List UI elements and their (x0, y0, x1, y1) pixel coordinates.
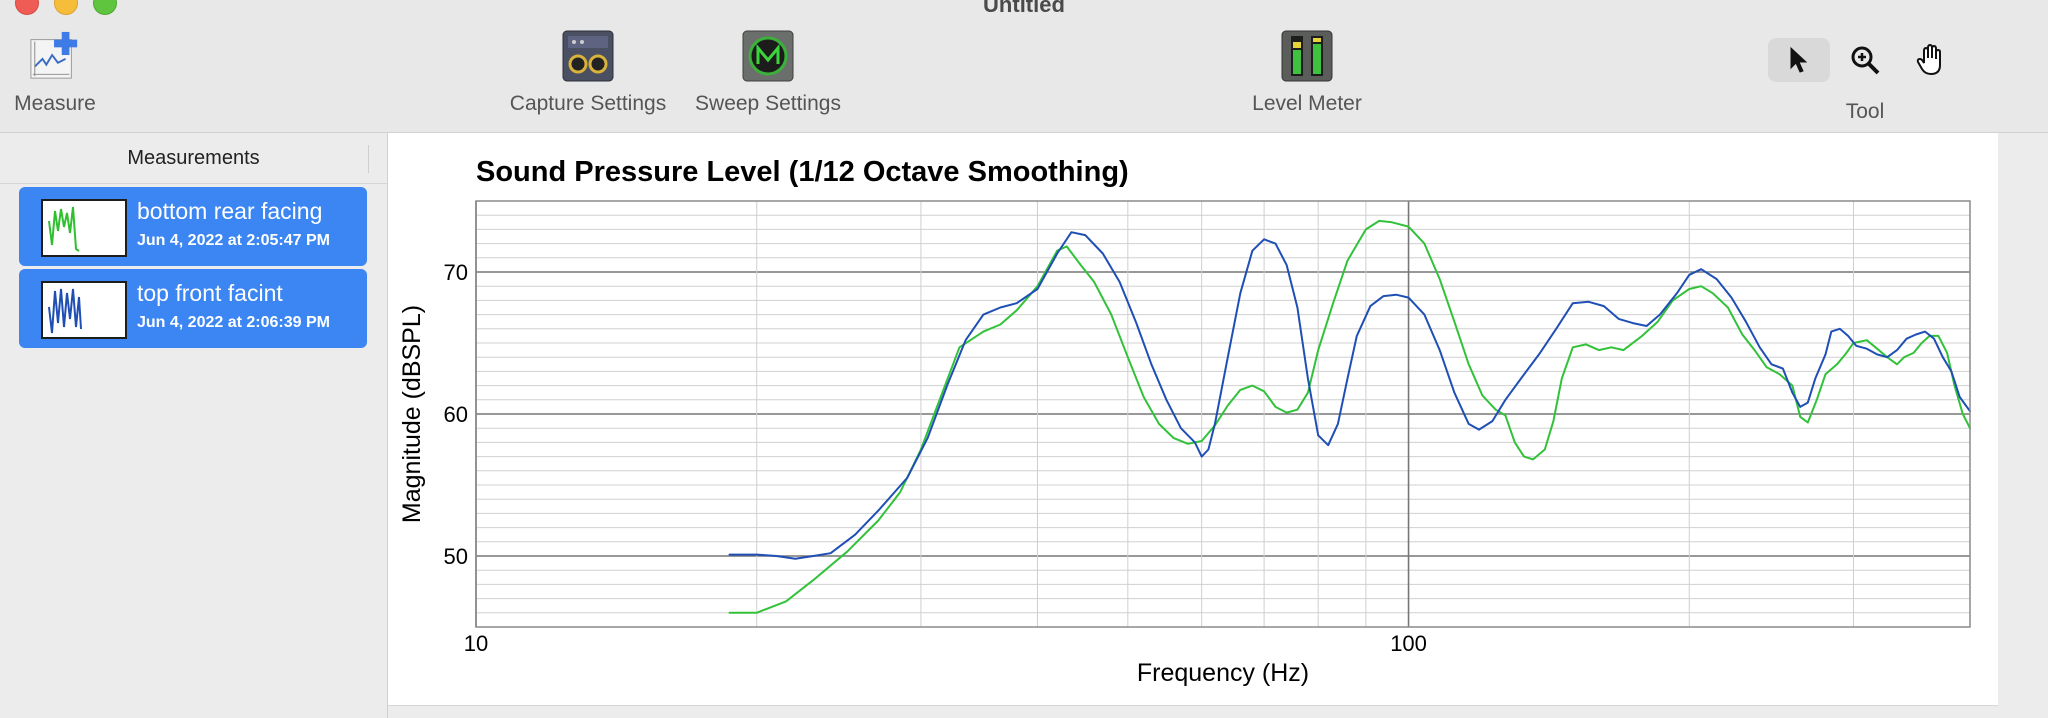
x-tick-label: 100 (1390, 631, 1427, 656)
hand-icon (1916, 43, 1941, 76)
hand-tool-button[interactable] (1900, 38, 1962, 82)
spl-chart[interactable]: Sound Pressure Level (1/12 Octave Smooth… (388, 133, 1998, 705)
series-lines (728, 219, 1971, 614)
chart-panel: Sound Pressure Level (1/12 Octave Smooth… (388, 133, 1998, 706)
series-line-0 (728, 219, 1971, 614)
toolbar: Untitled Measure Capture Set (0, 0, 2048, 133)
measure-plus-icon (29, 30, 81, 82)
level-meter-label: Level Meter (1252, 92, 1362, 115)
tick-labels: 50 60 70 10 100 (444, 260, 1427, 656)
measurements-sidebar: Measurements bottom rear facing Jun 4, 2… (0, 133, 388, 718)
measurement-thumbnail (41, 199, 127, 257)
measurements-header-label: Measurements (127, 147, 260, 169)
measurement-item-top-front[interactable]: top front facint Jun 4, 2022 at 2:06:39 … (19, 269, 367, 348)
y-tick-label: 70 (444, 260, 468, 285)
level-meter-icon (1281, 30, 1333, 82)
tool-label: Tool (1845, 100, 1885, 123)
measure-label: Measure (14, 92, 96, 115)
x-axis-label: Frequency (Hz) (1137, 659, 1309, 687)
header-separator (368, 145, 369, 173)
pointer-arrow-icon (1790, 46, 1808, 73)
measurements-header[interactable]: Measurements (0, 133, 387, 184)
sweep-settings-icon (742, 30, 794, 82)
series-line-1 (728, 231, 1971, 560)
measure-button[interactable]: Measure (6, 30, 104, 116)
plot-frame (475, 200, 1971, 628)
measurement-thumbnail (41, 281, 127, 339)
measurement-date: Jun 4, 2022 at 2:06:39 PM (137, 314, 330, 331)
measurement-date: Jun 4, 2022 at 2:05:47 PM (137, 232, 330, 249)
tool-segmented-control (1768, 38, 1962, 82)
measurement-item-bottom-rear[interactable]: bottom rear facing Jun 4, 2022 at 2:05:4… (19, 187, 367, 266)
x-tick-label: 10 (464, 631, 488, 656)
zoom-tool-button[interactable] (1834, 38, 1896, 82)
pointer-tool-button[interactable] (1768, 38, 1830, 82)
measurement-name: bottom rear facing (137, 198, 323, 224)
window-title: Untitled (983, 0, 1065, 17)
capture-settings-button[interactable]: Capture Settings (500, 30, 676, 116)
level-meter-button[interactable]: Level Meter (1245, 30, 1369, 116)
chart-title: Sound Pressure Level (1/12 Octave Smooth… (476, 156, 1129, 188)
capture-settings-label: Capture Settings (509, 92, 667, 115)
magnifier-plus-icon (1851, 46, 1880, 75)
capture-settings-icon (562, 30, 614, 82)
y-tick-label: 50 (444, 544, 468, 569)
y-axis-label: Magnitude (dBSPL) (398, 305, 426, 523)
measurement-name: top front facint (137, 280, 283, 306)
sweep-settings-button[interactable]: Sweep Settings (688, 30, 848, 116)
sweep-settings-label: Sweep Settings (695, 92, 841, 115)
y-tick-label: 60 (444, 402, 468, 427)
